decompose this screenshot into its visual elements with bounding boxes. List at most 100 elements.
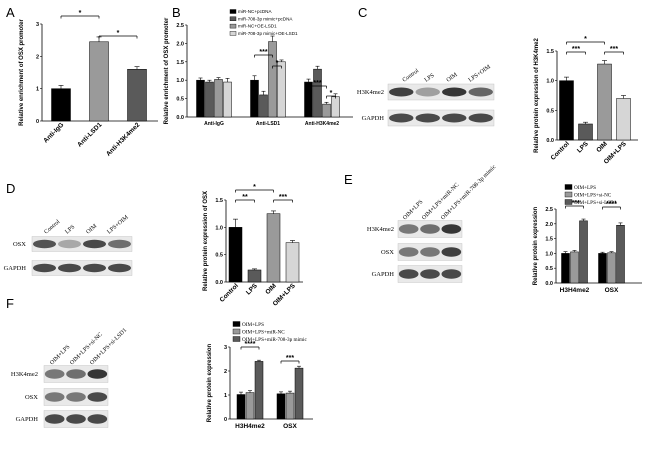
y-tick-label: 0.0 [215, 280, 223, 286]
bar [268, 41, 277, 118]
legend-label: miR-NC+pcDNA [238, 9, 272, 14]
blot-c: Control LPS OIM LPS+OIM H3K4me2 GAPDH [357, 64, 495, 127]
y-axis-label: Relative protein expression of OSX [203, 191, 209, 291]
lane-label: OIM+LPS [49, 344, 71, 366]
y-axis-label: Relative protein expression [533, 206, 539, 285]
x-tick-label: Anti-IgG [204, 121, 224, 127]
y-tick-label: 1.0 [545, 251, 553, 257]
y-tick-label: 3 [224, 345, 227, 351]
significance-label: *** [286, 355, 294, 362]
blot-band [468, 87, 493, 97]
blot-band [415, 87, 440, 97]
bar [214, 79, 223, 118]
blot-band [398, 224, 419, 234]
blot-band [44, 392, 65, 402]
blot-band [415, 113, 440, 123]
legend-swatch [232, 336, 241, 342]
bar [51, 88, 71, 122]
bar [561, 253, 570, 284]
y-tick-label: 1 [224, 393, 227, 399]
blot-band [389, 87, 414, 97]
blot-band [108, 239, 131, 249]
legend-label: OIM+LPS+miR-NC [242, 330, 285, 336]
bar [616, 225, 625, 284]
legend-label: OIM+LPS [242, 322, 264, 328]
x-tick-label: Anti-LSD1 [76, 121, 103, 148]
significance-label: * [253, 184, 256, 191]
blot-row-label: OSX [381, 249, 394, 256]
chart-b: 0.0 0.5 1.0 1.5 2.0 2.5 Relative enrichment of… [164, 9, 353, 127]
legend-swatch [232, 321, 241, 327]
bar [331, 96, 340, 118]
x-tick-label: LPS [245, 282, 259, 296]
y-axis-label: Relative enrichment of OSX promoter [19, 18, 25, 125]
bar [285, 242, 300, 283]
blot-strip [31, 236, 133, 252]
legend-label: miR-708-3p mimic+OE-LSD1 [238, 31, 298, 36]
blot-strip [387, 83, 495, 101]
lane-label: OIM [85, 223, 98, 236]
significance-label: * [584, 36, 587, 43]
blot-row-label: GAPDH [16, 416, 39, 423]
legend-label: OIM+LPS+si-NC [574, 193, 612, 199]
y-axis-label: Relative protein expression of H3K4me2 [534, 37, 540, 152]
blot-band [108, 263, 131, 273]
y-tick-label: 0 [36, 119, 39, 125]
blot-band [398, 247, 419, 257]
y-tick-label: 0.5 [215, 253, 223, 259]
bar-charts: 0 1 2 3 Relative enrichment of OSX promoter A… [19, 9, 642, 430]
significance-label: *** [279, 194, 287, 201]
panel-letter-b: B [172, 5, 181, 20]
panel-letter-a: A [6, 5, 15, 20]
bar [127, 69, 147, 122]
y-axis-label: Relative protein expression [207, 343, 213, 422]
blot-row-label: OSX [25, 394, 38, 401]
legend-label: miR-708-3p mimic+pcDNA [238, 16, 293, 21]
legend-label: miR-NC+OE-LSD1 [238, 24, 277, 29]
bar [607, 252, 616, 284]
y-tick-label: 0.0 [176, 115, 184, 121]
significance-label: **** [606, 201, 617, 208]
y-tick-label: 2.5 [176, 23, 184, 29]
lane-label: LPS+OIM [468, 64, 493, 84]
chart-f: 0 1 2 3 Relative protein expression H3H4me2 OS… [207, 321, 313, 430]
y-tick-label: 2 [36, 54, 39, 60]
bar [598, 253, 607, 284]
y-tick-label: 0.5 [176, 97, 184, 103]
lane-label: LPS [64, 224, 76, 235]
blot-band [33, 239, 56, 249]
legend-swatch [564, 184, 573, 190]
bar [597, 63, 612, 141]
x-tick-label: LPS [576, 140, 590, 154]
significance-label: * [79, 10, 82, 17]
lane-label: OIM [446, 72, 460, 84]
x-tick-label: Anti-H3K4me2 [305, 121, 339, 127]
x-tick-label: OIM [595, 140, 609, 154]
chart-a: 0 1 2 3 Relative enrichment of OSX promoter A… [19, 10, 158, 158]
legend-label: OIM+LPS [574, 185, 596, 191]
bar [259, 94, 268, 118]
blot-band [442, 87, 467, 97]
blot-row-label: GAPDH [372, 271, 395, 278]
panel-letter-f: F [6, 296, 14, 311]
y-tick-label: 1.5 [545, 237, 553, 243]
x-tick-label: OSX [605, 287, 619, 294]
y-tick-label: 1.0 [546, 79, 554, 85]
y-tick-label: 3 [36, 22, 39, 28]
panel-letter-c: C [358, 5, 367, 20]
bar [245, 392, 255, 420]
blot-band [87, 414, 108, 424]
significance-label: ** [242, 194, 248, 201]
significance-label: * [117, 30, 120, 37]
x-tick-label: OSX [283, 423, 297, 430]
blot-band [420, 224, 440, 234]
lane-label: Control [402, 68, 421, 84]
blot-band [441, 269, 462, 279]
y-tick-label: 2.0 [176, 41, 184, 47]
y-tick-label: 1.5 [176, 60, 184, 66]
blot-band [420, 269, 440, 279]
bar [276, 393, 286, 420]
lane-label: Control [43, 219, 61, 236]
